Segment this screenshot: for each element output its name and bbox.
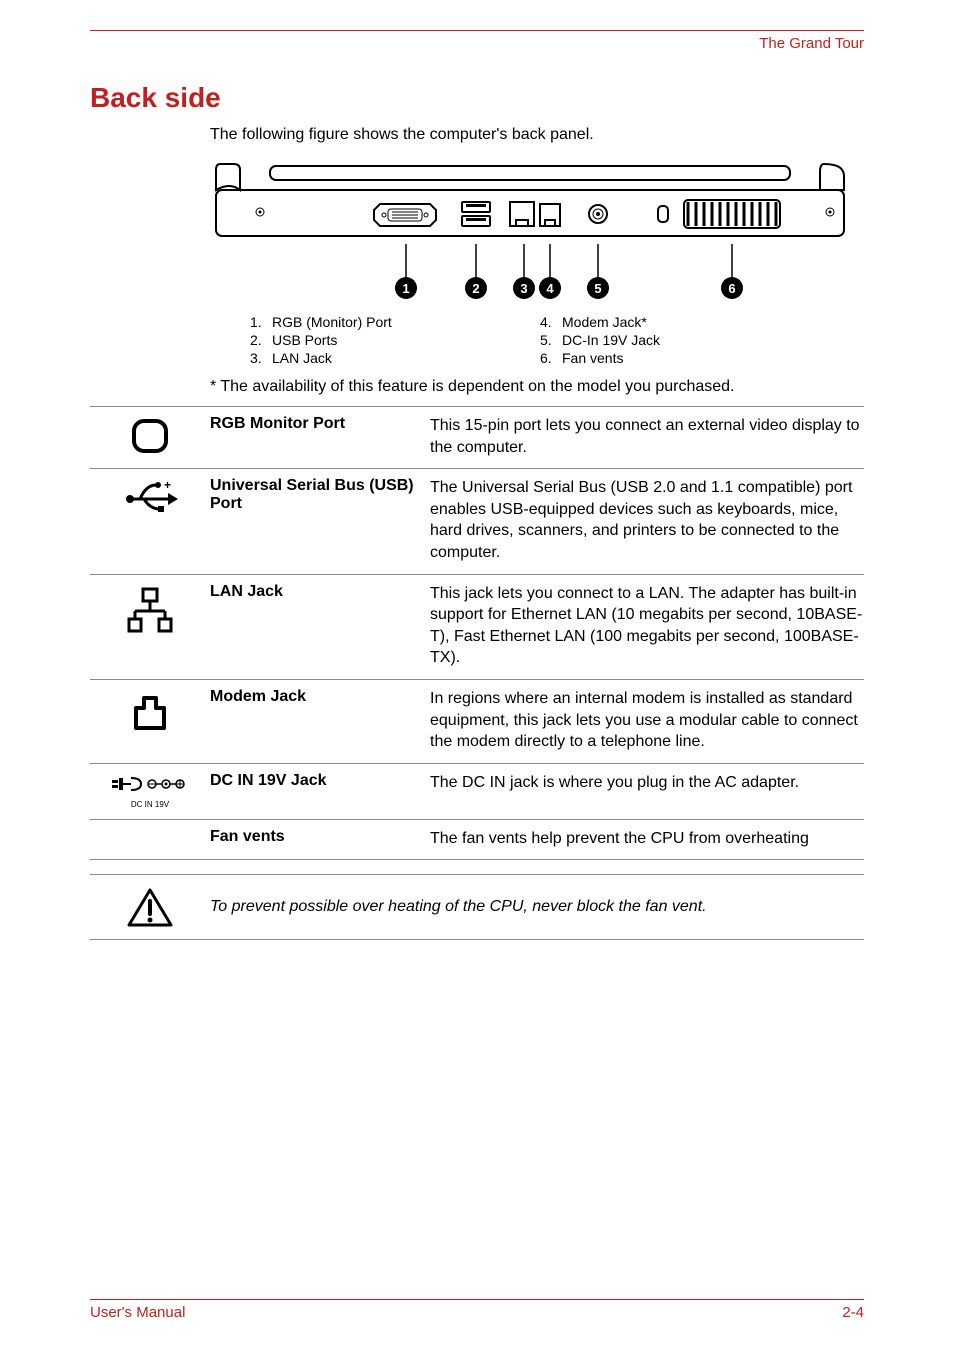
port-name: RGB Monitor Port (210, 415, 430, 458)
lan-icon (90, 583, 210, 669)
modem-icon (90, 688, 210, 753)
warning-icon (90, 885, 210, 929)
svg-text:+: + (164, 479, 171, 492)
warning-row: To prevent possible over heating of the … (90, 874, 864, 940)
port-desc: This 15-pin port lets you connect an ext… (430, 415, 864, 458)
table-row: + Universal Serial Bus (USB) Port The Un… (90, 468, 864, 573)
port-desc: This jack lets you connect to a LAN. The… (430, 583, 864, 669)
port-name: Fan vents (210, 828, 430, 850)
fan-icon (90, 828, 210, 850)
port-name: DC IN 19V Jack (210, 772, 430, 809)
legend-item: 5.DC-In 19V Jack (540, 332, 830, 348)
svg-text:2: 2 (472, 281, 479, 296)
table-row: DC IN 19V DC IN 19V Jack The DC IN jack … (90, 763, 864, 819)
svg-text:1: 1 (402, 281, 409, 296)
port-desc: The Universal Serial Bus (USB 2.0 and 1.… (430, 477, 864, 563)
port-name: Universal Serial Bus (USB) Port (210, 477, 430, 563)
table-row: Fan vents The fan vents help prevent the… (90, 819, 864, 861)
port-name: Modem Jack (210, 688, 430, 753)
port-desc: In regions where an internal modem is in… (430, 688, 864, 753)
dcin-label: DC IN 19V (110, 801, 190, 809)
legend-item: 6.Fan vents (540, 350, 830, 366)
section-intro: The following figure shows the computer'… (210, 126, 864, 144)
back-panel-svg (210, 162, 850, 244)
warning-text: To prevent possible over heating of the … (210, 898, 864, 916)
port-desc: The fan vents help prevent the CPU from … (430, 828, 864, 850)
table-row: LAN Jack This jack lets you connect to a… (90, 574, 864, 679)
page-footer: User's Manual 2-4 (90, 1299, 864, 1321)
monitor-icon (90, 415, 210, 458)
table-row: RGB Monitor Port This 15-pin port lets y… (90, 406, 864, 468)
section-title: Back side (90, 82, 864, 114)
legend-item: 4.Modem Jack* (540, 314, 830, 330)
legend-item: 1.RGB (Monitor) Port (250, 314, 540, 330)
footer-left: User's Manual (90, 1304, 185, 1321)
callout-lines: 1 2 3 4 5 6 (210, 244, 850, 304)
svg-text:5: 5 (594, 281, 601, 296)
footnote: * The availability of this feature is de… (210, 378, 864, 396)
table-row: Modem Jack In regions where an internal … (90, 679, 864, 763)
legend-item: 2.USB Ports (250, 332, 540, 348)
usb-icon: + (90, 477, 210, 563)
dcin-icon: DC IN 19V (90, 772, 210, 809)
svg-text:4: 4 (546, 281, 554, 296)
port-desc: The DC IN jack is where you plug in the … (430, 772, 864, 809)
legend-item: 3.LAN Jack (250, 350, 540, 366)
svg-text:3: 3 (520, 281, 527, 296)
port-name: LAN Jack (210, 583, 430, 669)
ports-table: RGB Monitor Port This 15-pin port lets y… (90, 406, 864, 860)
header-rule (90, 30, 864, 31)
svg-text:6: 6 (728, 281, 735, 296)
figure-legend: 1.RGB (Monitor) Port 2.USB Ports 3.LAN Jac… (250, 314, 850, 368)
header-label: The Grand Tour (90, 35, 864, 52)
back-panel-figure: 1 2 3 4 5 6 1.RGB (Monitor) Port 2.USB Ports 3.… (210, 162, 864, 368)
footer-right: 2-4 (842, 1304, 864, 1321)
